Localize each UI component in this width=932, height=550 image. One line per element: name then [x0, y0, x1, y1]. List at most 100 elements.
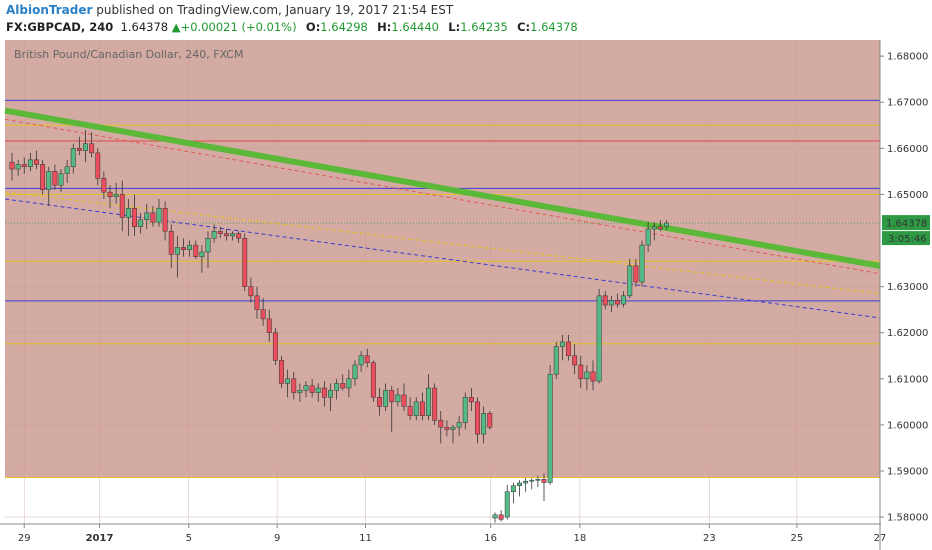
candle-body: [645, 228, 651, 246]
candle-body: [52, 171, 58, 186]
candle-body: [64, 166, 70, 174]
candle-body: [517, 482, 522, 486]
candle-body: [346, 378, 352, 389]
candle-body: [70, 148, 76, 168]
x-tick-label: 25: [791, 533, 804, 544]
candle-body: [504, 491, 510, 518]
candle-body: [27, 159, 33, 168]
candle-body: [608, 300, 614, 306]
candle-body: [303, 385, 309, 391]
candle-body: [279, 360, 284, 384]
candle-body: [266, 318, 272, 333]
candle-body: [358, 355, 364, 366]
candle-body: [553, 346, 559, 375]
candle-body: [205, 237, 211, 253]
candle-body: [621, 295, 627, 305]
open-value: 1.64298: [320, 20, 368, 34]
symbol-label[interactable]: FX:GBPCAD, 240: [6, 20, 114, 34]
author-link[interactable]: AlbionTrader: [6, 3, 93, 17]
candle-body: [664, 222, 669, 227]
candle-body: [162, 207, 168, 232]
close-value: 1.64378: [530, 20, 578, 34]
candle-body: [248, 286, 254, 297]
candle-body: [535, 479, 541, 481]
axes: 1.68000 1.67000 1.66000 1.65000 1.63000 1.620…: [0, 40, 932, 550]
candle-body: [168, 231, 174, 255]
candle-body: [328, 390, 333, 398]
candle-body: [602, 295, 608, 306]
candle-body: [272, 332, 278, 361]
candles: [9, 129, 669, 523]
candle-body: [230, 233, 235, 237]
candle-body: [113, 194, 119, 197]
candle-body: [572, 355, 578, 366]
y-tick-label: 1.62000: [887, 328, 928, 339]
open-label: O:: [305, 20, 321, 34]
candle-body: [657, 226, 663, 230]
candle-body: [498, 514, 504, 520]
close-label: C:: [517, 20, 531, 34]
candle-body: [291, 378, 297, 393]
candle-body: [475, 401, 480, 435]
published-text: published on TradingView.com, January 19…: [96, 3, 454, 17]
candle-body: [529, 479, 535, 482]
candle-body: [566, 341, 571, 357]
price-chart[interactable]: 1.68000 1.67000 1.66000 1.65000 1.63000 1.620…: [0, 36, 932, 550]
candle-body: [285, 378, 291, 384]
candle-body: [260, 309, 266, 320]
candle-body: [309, 385, 315, 393]
candle-body: [510, 485, 516, 492]
plot-background: [5, 40, 880, 524]
y-tick-label: 1.68000: [887, 52, 928, 63]
countdown-label: 3:05:46: [888, 234, 927, 245]
x-tick-label: 23: [703, 533, 716, 544]
candle-body: [174, 247, 180, 255]
candle-body: [481, 413, 487, 435]
trendline: [4, 107, 881, 269]
candle-body: [40, 164, 46, 191]
candle-body: [444, 426, 450, 430]
candle-body: [432, 387, 438, 421]
high-label: H:: [377, 20, 392, 34]
candle-body: [639, 244, 645, 283]
candle-body: [450, 426, 456, 430]
high-value: 1.64440: [391, 20, 439, 34]
candle-body: [407, 406, 413, 416]
price-label: 1.64378: [886, 219, 927, 230]
candle-body: [413, 401, 419, 416]
candle-body: [321, 387, 327, 398]
candle-body: [76, 148, 82, 151]
candle-body: [150, 212, 156, 223]
candle-body: [254, 295, 260, 310]
candle-body: [181, 247, 186, 250]
y-axis-panel: [881, 40, 932, 550]
candle-body: [187, 244, 193, 250]
price-label-box: [882, 215, 930, 231]
candle-body: [389, 390, 395, 403]
y-tick-label: 1.58000: [887, 513, 928, 524]
candle-body: [132, 207, 137, 227]
candle-body: [651, 226, 657, 230]
x-tick-label: 2017: [86, 533, 114, 544]
candle-body: [236, 233, 242, 239]
candle-body: [395, 394, 401, 403]
candle-body: [523, 480, 529, 484]
candle-body: [627, 265, 633, 297]
candle-body: [211, 231, 217, 239]
candle-body: [383, 390, 389, 407]
y-tick-label: 1.63000: [887, 282, 928, 293]
candle-body: [297, 390, 303, 393]
x-tick-label: 16: [484, 533, 497, 544]
candle-body: [487, 413, 493, 428]
low-value: 1.64235: [460, 20, 508, 34]
candle-body: [492, 514, 498, 519]
x-tick-label: 27: [874, 533, 887, 544]
candle-body: [438, 420, 444, 428]
x-tick-label: 29: [18, 533, 31, 544]
y-tick-label: 1.65000: [887, 190, 928, 201]
ohlc-line: FX:GBPCAD, 240 1.64378 ▲+0.00021 (+0.01%…: [6, 20, 578, 34]
y-tick-label: 1.61000: [887, 374, 928, 385]
publish-line: AlbionTrader published on TradingView.co…: [6, 3, 453, 17]
candle-body: [370, 362, 376, 398]
candle-body: [559, 341, 565, 347]
